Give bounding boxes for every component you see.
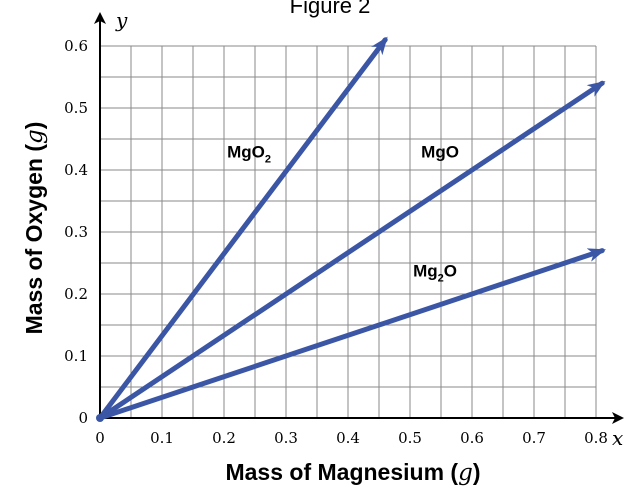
x-tick-label: 0.1 — [150, 429, 174, 447]
y-tick-label: 0 — [78, 409, 88, 427]
x-axis-label: Mass of Magnesium (g) — [225, 459, 480, 486]
grid — [99, 45, 597, 419]
y-tick-label: 0.6 — [64, 37, 88, 55]
x-tick-label: 0.4 — [336, 429, 360, 447]
series-labels: MgO2 MgO Mg2O — [227, 143, 459, 285]
y-tick-label: 0.1 — [64, 347, 88, 365]
x-tick-label: 0.8 — [584, 429, 608, 447]
y-axis-name: y — [115, 8, 128, 32]
x-tick-labels: 0 0.1 0.2 0.3 0.4 0.5 0.6 0.7 0.8 — [95, 429, 608, 447]
origin-point — [96, 414, 104, 422]
x-tick-label: 0.5 — [398, 429, 422, 447]
y-tick-label: 0.4 — [64, 161, 88, 179]
series-label: Mg2O — [413, 262, 457, 285]
x-tick-label: 0 — [95, 429, 105, 447]
y-axis-label: Mass of Oxygen (g) — [21, 122, 48, 335]
series-label: MgO — [421, 143, 459, 162]
x-tick-label: 0.3 — [274, 429, 298, 447]
x-tick-label: 0.6 — [460, 429, 484, 447]
x-tick-label: 0.2 — [212, 429, 236, 447]
series-line — [97, 36, 388, 421]
axes — [94, 12, 624, 424]
y-tick-label: 0.3 — [64, 223, 88, 241]
series-lines — [96, 36, 606, 422]
chart-title: Figure 2 — [290, 0, 371, 18]
x-tick-label: 0.7 — [522, 429, 546, 447]
x-axis-name: x — [612, 426, 623, 450]
series-line — [97, 80, 606, 421]
y-tick-label: 0.5 — [64, 99, 88, 117]
y-tick-labels: 0 0.1 0.2 0.3 0.4 0.5 0.6 — [64, 37, 88, 427]
series-label: MgO2 — [227, 143, 271, 166]
series-line — [97, 248, 606, 421]
y-tick-label: 0.2 — [64, 285, 88, 303]
